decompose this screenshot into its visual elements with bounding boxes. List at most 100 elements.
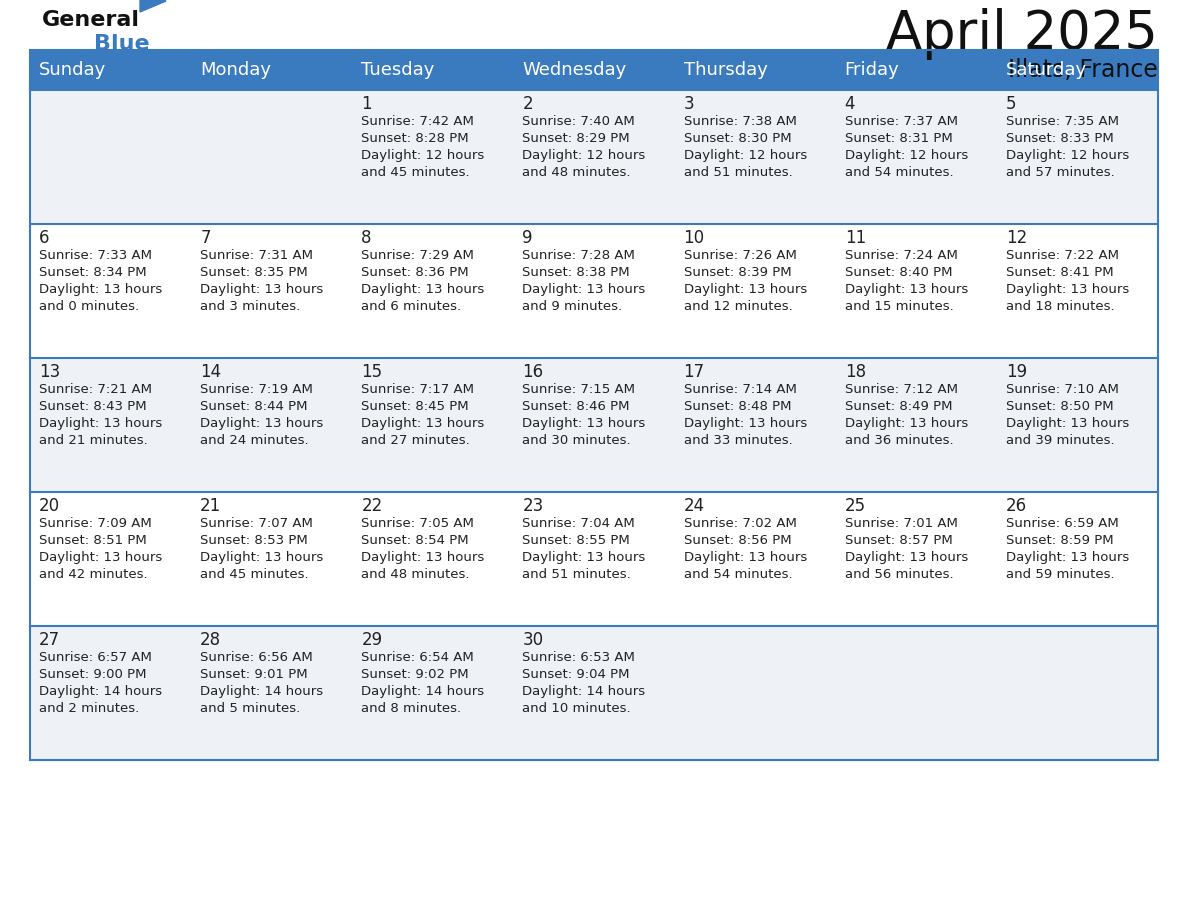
Text: Sunrise: 6:54 AM: Sunrise: 6:54 AM [361, 651, 474, 664]
Text: Daylight: 13 hours: Daylight: 13 hours [361, 551, 485, 564]
Text: Sunrise: 7:14 AM: Sunrise: 7:14 AM [683, 383, 796, 396]
Text: 14: 14 [200, 363, 221, 381]
Bar [30, 224, 1158, 358]
Text: 20: 20 [39, 497, 61, 515]
Text: Daylight: 13 hours: Daylight: 13 hours [1006, 283, 1129, 296]
Text: Daylight: 12 hours: Daylight: 12 hours [523, 149, 646, 162]
Text: Sunrise: 7:37 AM: Sunrise: 7:37 AM [845, 115, 958, 128]
Text: 27: 27 [39, 631, 61, 649]
Text: Daylight: 13 hours: Daylight: 13 hours [39, 417, 163, 430]
Text: Daylight: 14 hours: Daylight: 14 hours [361, 685, 485, 698]
Text: and 39 minutes.: and 39 minutes. [1006, 434, 1114, 447]
Text: Sunrise: 7:12 AM: Sunrise: 7:12 AM [845, 383, 958, 396]
Text: 24: 24 [683, 497, 704, 515]
Text: 26: 26 [1006, 497, 1026, 515]
Text: Blue: Blue [94, 34, 150, 54]
Text: Sunset: 8:51 PM: Sunset: 8:51 PM [39, 534, 147, 547]
Text: Sunrise: 7:01 AM: Sunrise: 7:01 AM [845, 517, 958, 530]
Text: Sunset: 8:45 PM: Sunset: 8:45 PM [361, 400, 469, 413]
Text: and 24 minutes.: and 24 minutes. [200, 434, 309, 447]
Text: Daylight: 13 hours: Daylight: 13 hours [361, 417, 485, 430]
Text: 5: 5 [1006, 95, 1017, 113]
Text: Sunset: 8:34 PM: Sunset: 8:34 PM [39, 266, 146, 279]
Text: Sunset: 8:40 PM: Sunset: 8:40 PM [845, 266, 953, 279]
Text: Sunrise: 7:09 AM: Sunrise: 7:09 AM [39, 517, 152, 530]
Bar [30, 626, 1158, 760]
Text: General: General [42, 10, 140, 30]
Text: 25: 25 [845, 497, 866, 515]
Bar [835, 50, 997, 90]
Text: Sunset: 8:44 PM: Sunset: 8:44 PM [200, 400, 308, 413]
Text: Sunset: 9:02 PM: Sunset: 9:02 PM [361, 668, 469, 681]
Text: and 10 minutes.: and 10 minutes. [523, 702, 631, 715]
Bar [191, 50, 353, 90]
Text: 23: 23 [523, 497, 544, 515]
Text: 4: 4 [845, 95, 855, 113]
Text: Sunset: 8:54 PM: Sunset: 8:54 PM [361, 534, 469, 547]
Text: Daylight: 13 hours: Daylight: 13 hours [845, 417, 968, 430]
Text: Sunrise: 7:15 AM: Sunrise: 7:15 AM [523, 383, 636, 396]
Text: 29: 29 [361, 631, 383, 649]
Text: and 0 minutes.: and 0 minutes. [39, 300, 139, 313]
Text: Sunset: 8:50 PM: Sunset: 8:50 PM [1006, 400, 1113, 413]
Text: and 6 minutes.: and 6 minutes. [361, 300, 461, 313]
Text: Daylight: 13 hours: Daylight: 13 hours [39, 283, 163, 296]
Text: Sunset: 8:29 PM: Sunset: 8:29 PM [523, 132, 630, 145]
Text: Illats, France: Illats, France [1009, 58, 1158, 82]
Text: 6: 6 [39, 229, 50, 247]
Bar [30, 90, 1158, 224]
Text: Sunrise: 6:59 AM: Sunrise: 6:59 AM [1006, 517, 1119, 530]
Text: Sunrise: 7:26 AM: Sunrise: 7:26 AM [683, 249, 796, 262]
Text: Sunrise: 6:56 AM: Sunrise: 6:56 AM [200, 651, 312, 664]
Text: Sunrise: 7:35 AM: Sunrise: 7:35 AM [1006, 115, 1119, 128]
Text: Sunset: 8:57 PM: Sunset: 8:57 PM [845, 534, 953, 547]
Bar [997, 50, 1158, 90]
Text: Sunrise: 7:22 AM: Sunrise: 7:22 AM [1006, 249, 1119, 262]
Text: 21: 21 [200, 497, 221, 515]
Text: and 30 minutes.: and 30 minutes. [523, 434, 631, 447]
Text: Sunrise: 7:02 AM: Sunrise: 7:02 AM [683, 517, 796, 530]
Text: Sunset: 8:46 PM: Sunset: 8:46 PM [523, 400, 630, 413]
Text: 22: 22 [361, 497, 383, 515]
Text: and 15 minutes.: and 15 minutes. [845, 300, 954, 313]
Text: 17: 17 [683, 363, 704, 381]
Text: and 27 minutes.: and 27 minutes. [361, 434, 470, 447]
Text: 12: 12 [1006, 229, 1028, 247]
Text: Sunrise: 7:40 AM: Sunrise: 7:40 AM [523, 115, 636, 128]
Bar [30, 492, 1158, 626]
Text: 9: 9 [523, 229, 533, 247]
Text: and 8 minutes.: and 8 minutes. [361, 702, 461, 715]
Text: 16: 16 [523, 363, 544, 381]
Text: Daylight: 12 hours: Daylight: 12 hours [683, 149, 807, 162]
Text: and 12 minutes.: and 12 minutes. [683, 300, 792, 313]
Text: Sunset: 8:55 PM: Sunset: 8:55 PM [523, 534, 630, 547]
Text: Sunset: 9:01 PM: Sunset: 9:01 PM [200, 668, 308, 681]
Text: Sunset: 8:43 PM: Sunset: 8:43 PM [39, 400, 146, 413]
Text: Sunset: 8:35 PM: Sunset: 8:35 PM [200, 266, 308, 279]
Bar [675, 50, 835, 90]
Text: Daylight: 12 hours: Daylight: 12 hours [361, 149, 485, 162]
Text: Sunrise: 7:29 AM: Sunrise: 7:29 AM [361, 249, 474, 262]
Text: Sunrise: 7:38 AM: Sunrise: 7:38 AM [683, 115, 796, 128]
Text: and 36 minutes.: and 36 minutes. [845, 434, 953, 447]
Text: Sunrise: 7:17 AM: Sunrise: 7:17 AM [361, 383, 474, 396]
Bar [353, 50, 513, 90]
Text: Sunrise: 7:05 AM: Sunrise: 7:05 AM [361, 517, 474, 530]
Text: Sunrise: 7:31 AM: Sunrise: 7:31 AM [200, 249, 314, 262]
Text: 13: 13 [39, 363, 61, 381]
Text: Sunrise: 6:57 AM: Sunrise: 6:57 AM [39, 651, 152, 664]
Text: Daylight: 13 hours: Daylight: 13 hours [523, 551, 646, 564]
Text: 28: 28 [200, 631, 221, 649]
Text: and 18 minutes.: and 18 minutes. [1006, 300, 1114, 313]
Bar [30, 358, 1158, 492]
Text: Daylight: 13 hours: Daylight: 13 hours [1006, 551, 1129, 564]
Text: April 2025: April 2025 [886, 8, 1158, 60]
Text: Sunset: 8:41 PM: Sunset: 8:41 PM [1006, 266, 1113, 279]
Text: and 45 minutes.: and 45 minutes. [361, 166, 470, 179]
Text: Daylight: 13 hours: Daylight: 13 hours [200, 283, 323, 296]
Text: Sunrise: 7:07 AM: Sunrise: 7:07 AM [200, 517, 312, 530]
Polygon shape [140, 0, 166, 12]
Text: Daylight: 13 hours: Daylight: 13 hours [845, 551, 968, 564]
Text: and 51 minutes.: and 51 minutes. [523, 568, 631, 581]
Text: and 57 minutes.: and 57 minutes. [1006, 166, 1114, 179]
